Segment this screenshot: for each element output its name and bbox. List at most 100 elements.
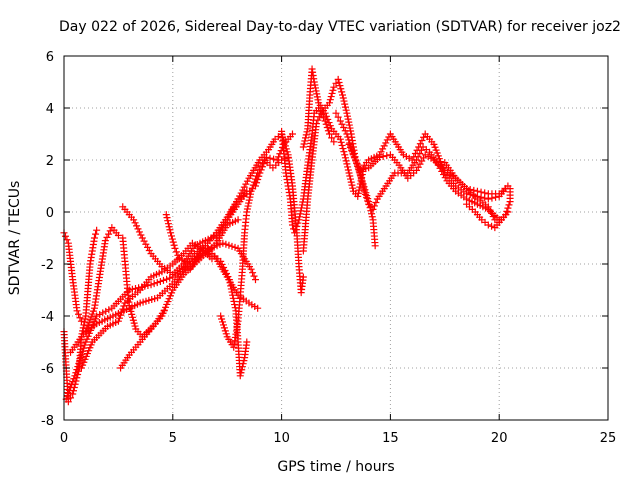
data-point — [222, 330, 230, 338]
data-point — [105, 230, 113, 238]
data-point — [473, 187, 481, 195]
data-point — [77, 317, 85, 325]
data-point — [217, 257, 225, 265]
x-tick-label: 10 — [273, 431, 290, 446]
data-point — [342, 157, 350, 165]
data-point — [365, 198, 373, 206]
data-point — [92, 230, 100, 238]
data-point — [119, 305, 127, 313]
data-point — [488, 222, 496, 230]
data-point — [343, 109, 351, 117]
data-point — [354, 165, 362, 173]
data-point — [489, 213, 497, 221]
data-point — [164, 220, 172, 228]
y-tick-label: -4 — [41, 310, 54, 325]
data-point — [341, 154, 349, 162]
data-point — [236, 192, 244, 200]
data-point — [313, 90, 321, 98]
data-point — [477, 188, 485, 196]
data-point — [506, 185, 514, 193]
data-point — [328, 134, 336, 142]
data-point — [249, 269, 257, 277]
data-point — [114, 317, 122, 325]
data-point — [72, 369, 80, 377]
x-axis-label: GPS time / hours — [277, 459, 394, 475]
data-point — [162, 211, 170, 219]
data-point — [163, 214, 171, 222]
data-point — [349, 184, 357, 192]
data-point — [300, 140, 308, 148]
data-point — [234, 195, 242, 203]
data-point — [368, 213, 376, 221]
series-arc-9 — [162, 211, 251, 380]
data-point — [344, 163, 352, 171]
data-point — [346, 139, 354, 147]
data-point — [352, 156, 360, 164]
plot-frame — [63, 55, 609, 421]
data-point — [257, 166, 265, 174]
data-point — [243, 205, 251, 213]
data-point — [346, 172, 354, 180]
data-point — [102, 307, 110, 315]
data-point — [303, 128, 311, 136]
data-point — [164, 217, 172, 225]
data-point — [345, 118, 353, 126]
data-point — [322, 112, 330, 120]
data-point — [347, 178, 355, 186]
data-point — [115, 314, 123, 322]
data-point — [165, 223, 173, 231]
data-point — [416, 150, 424, 157]
data-point — [504, 208, 512, 216]
data-point — [299, 143, 307, 151]
data-point — [340, 148, 348, 156]
data-point — [239, 186, 247, 194]
data-point — [417, 146, 425, 154]
data-point — [355, 168, 363, 176]
data-point — [172, 248, 180, 256]
data-point — [243, 208, 251, 216]
data-point — [228, 242, 236, 250]
data-point — [288, 130, 296, 138]
data-point — [354, 189, 362, 197]
x-tick-label: 0 — [60, 431, 68, 446]
data-point — [239, 360, 247, 368]
data-point — [243, 338, 251, 346]
data-point — [134, 225, 142, 233]
data-point — [311, 81, 319, 89]
data-point — [266, 154, 274, 162]
data-point — [332, 109, 340, 117]
data-point — [503, 207, 511, 215]
data-point — [376, 153, 384, 161]
data-point — [345, 121, 353, 129]
data-point — [344, 133, 352, 141]
data-point — [319, 114, 327, 122]
y-tick-label: 0 — [46, 206, 54, 221]
data-point — [159, 276, 167, 284]
data-point — [226, 279, 234, 287]
data-point — [238, 366, 246, 374]
data-point — [150, 280, 158, 288]
chart-title: Day 022 of 2026, Sidereal Day-to-day VTE… — [59, 19, 621, 35]
data-point — [342, 106, 350, 114]
data-point — [81, 315, 89, 323]
data-point — [353, 162, 361, 170]
data-point — [365, 201, 373, 209]
axis-ticks: 0 5 10 15 20 25 -8 -6 -4 -2 0 2 4 6 — [41, 50, 616, 446]
y-tick-label: 4 — [46, 102, 54, 117]
data-point — [382, 139, 390, 147]
data-point — [106, 227, 114, 235]
data-point — [344, 112, 352, 120]
data-point — [73, 307, 81, 315]
data-point — [312, 120, 320, 128]
data-point — [217, 312, 225, 320]
data-point — [364, 195, 372, 203]
data-point — [174, 251, 182, 259]
data-point — [327, 93, 335, 101]
data-point — [328, 89, 336, 97]
data-point — [63, 236, 71, 244]
data-point — [380, 142, 388, 150]
data-point — [310, 78, 318, 86]
data-point — [356, 171, 364, 179]
data-point — [314, 96, 322, 104]
